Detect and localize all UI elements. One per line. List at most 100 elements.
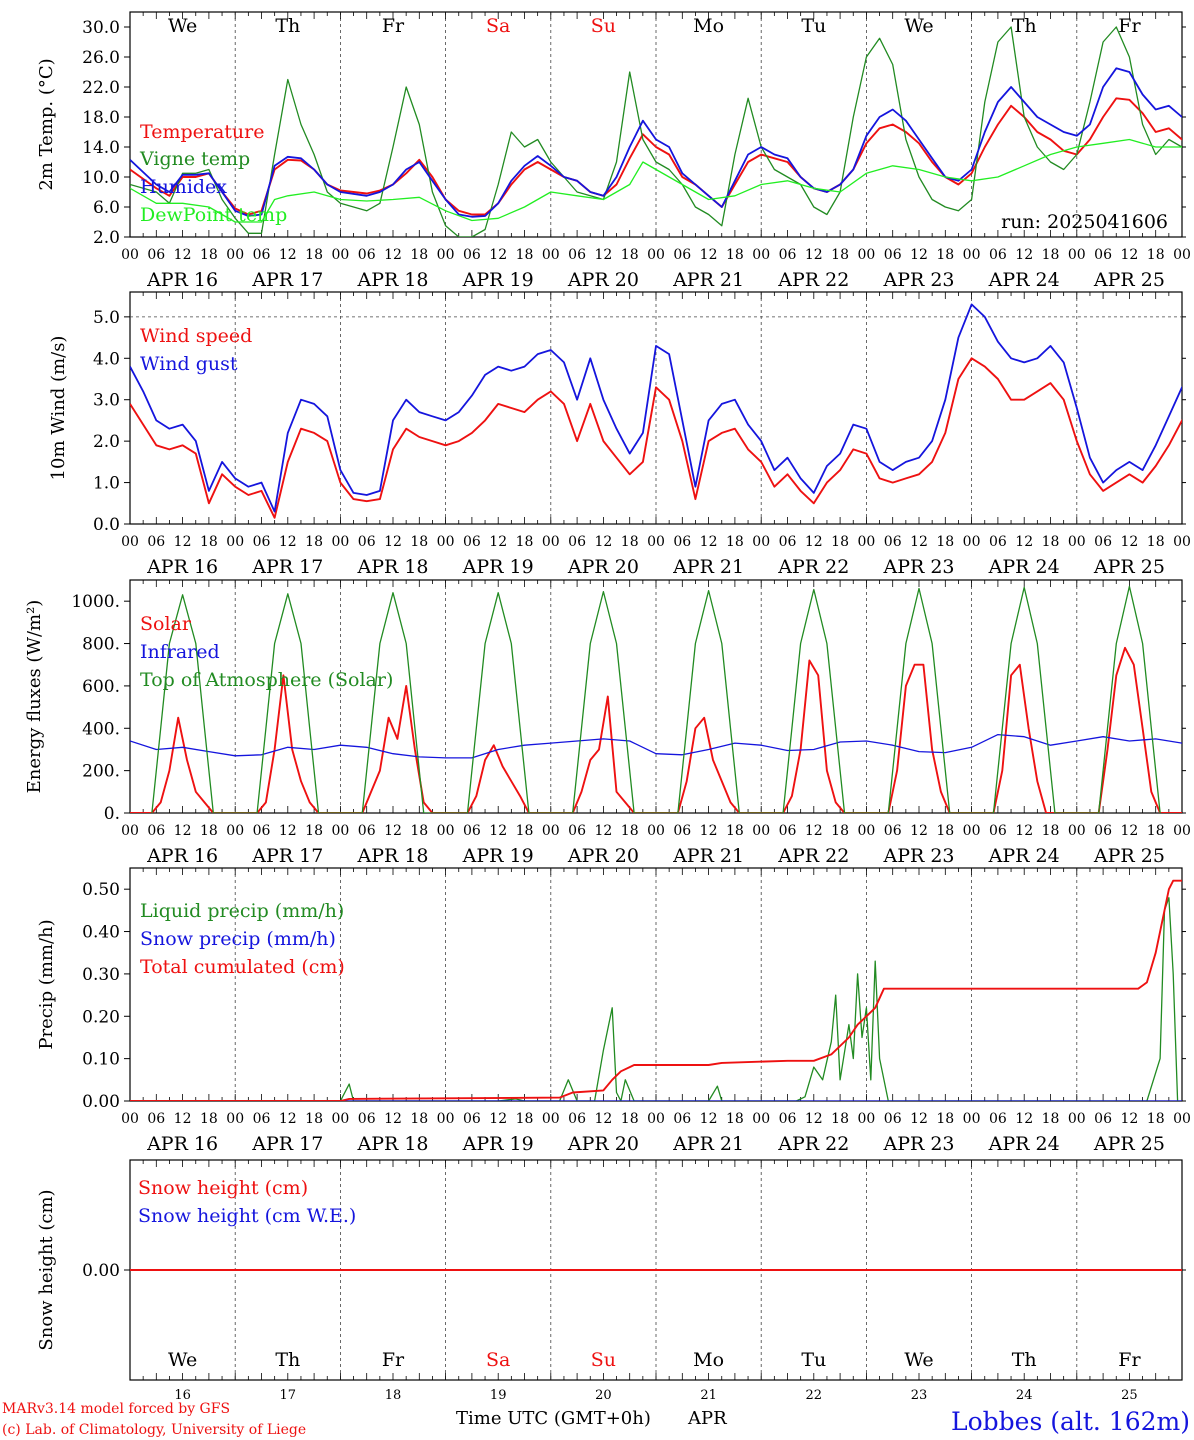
date-label: APR 16 (146, 556, 218, 578)
legend-entry: Wind speed (140, 325, 252, 347)
date-label: APR 16 (146, 1133, 218, 1155)
hour-tick-label: 06 (884, 247, 902, 263)
y-tick-label: 0.10 (82, 1050, 120, 1070)
hour-tick-label: 12 (279, 247, 297, 263)
hour-tick-label: 18 (200, 1111, 218, 1127)
hour-tick-label: 18 (621, 247, 639, 263)
hour-tick-label: 12 (700, 534, 718, 550)
y-tick-label: 1000. (71, 592, 120, 612)
hour-tick-label: 00 (121, 823, 139, 839)
run-label: run: 2025041606 (1001, 211, 1168, 233)
hour-tick-label: 06 (358, 1111, 376, 1127)
hour-tick-label: 12 (910, 247, 928, 263)
y-tick-label: 3.0 (93, 391, 120, 411)
hour-tick-label: 06 (463, 823, 481, 839)
y-tick-label: 0.00 (82, 1261, 120, 1281)
weekday-label: Fr (382, 1349, 405, 1371)
hour-tick-label: 00 (752, 534, 770, 550)
legend-entry: Infrared (140, 641, 220, 663)
hour-tick-label: 06 (673, 534, 691, 550)
hour-tick-label: 18 (516, 247, 534, 263)
weekday-label: Mo (693, 1349, 724, 1371)
hour-tick-label: 12 (174, 823, 192, 839)
hour-tick-label: 18 (831, 534, 849, 550)
hour-tick-label: 18 (516, 823, 534, 839)
legend-entry: Vigne temp (139, 148, 250, 170)
series-group (130, 26, 1182, 237)
y-axis-label: 10m Wind (m/s) (48, 336, 69, 481)
hour-tick-label: 06 (253, 823, 271, 839)
y-tick-label: 10.0 (82, 168, 120, 188)
hour-tick-label: 06 (989, 1111, 1007, 1127)
hour-tick-label: 00 (1173, 1111, 1191, 1127)
date-label: APR 21 (672, 1133, 744, 1155)
hour-tick-label: 12 (805, 534, 823, 550)
date-label: APR 25 (1093, 845, 1165, 867)
hour-tick-label: 18 (1147, 1111, 1165, 1127)
date-label: APR 17 (251, 269, 323, 291)
hour-tick-label: 06 (673, 823, 691, 839)
credit-line-1: MARv3.14 model forced by GFS (2, 1401, 230, 1417)
date-label: APR 20 (567, 845, 639, 867)
hour-tick-label: 00 (752, 247, 770, 263)
hour-tick-label: 12 (805, 1111, 823, 1127)
date-label: APR 21 (672, 556, 744, 578)
day-number-label: 23 (911, 1388, 928, 1403)
date-label: APR 23 (882, 1133, 954, 1155)
hour-tick-label: 12 (384, 1111, 402, 1127)
y-tick-label: 0.0 (93, 515, 120, 535)
hour-tick-label: 12 (594, 534, 612, 550)
y-tick-label: 800. (82, 635, 120, 655)
hour-tick-label: 06 (358, 823, 376, 839)
hour-tick-label: 00 (331, 247, 349, 263)
hour-tick-label: 00 (121, 534, 139, 550)
hour-tick-label: 18 (305, 823, 323, 839)
y-tick-label: 4.0 (93, 349, 120, 369)
hour-tick-label: 12 (1120, 247, 1138, 263)
weekday-label: Th (275, 15, 300, 37)
date-label: APR 21 (672, 269, 744, 291)
hour-tick-label: 06 (358, 247, 376, 263)
hour-tick-label: 18 (726, 1111, 744, 1127)
hour-tick-label: 18 (1147, 247, 1165, 263)
day-number-label: 25 (1121, 1388, 1138, 1403)
hour-tick-label: 12 (1120, 1111, 1138, 1127)
hour-tick-label: 00 (437, 534, 455, 550)
hour-tick-label: 12 (174, 534, 192, 550)
y-tick-label: 0.30 (82, 965, 120, 985)
hour-tick-label: 00 (1173, 823, 1191, 839)
day-number-label: 21 (700, 1388, 717, 1403)
hour-tick-label: 06 (884, 534, 902, 550)
day-number-label: 24 (1016, 1388, 1033, 1403)
hour-tick-label: 12 (594, 247, 612, 263)
legend-entry: Top of Atmosphere (Solar) (140, 669, 393, 691)
weekday-label: Su (591, 15, 616, 37)
hour-tick-label: 00 (1173, 247, 1191, 263)
hour-tick-label: 12 (910, 823, 928, 839)
date-label: APR 23 (882, 269, 954, 291)
hour-tick-label: 06 (463, 1111, 481, 1127)
hour-tick-label: 06 (989, 534, 1007, 550)
date-label: APR 24 (988, 845, 1060, 867)
panel-4: 0.00 0.10 0.20 0.30 0.40 0.50 Precip (mm/h) Liq… (36, 867, 1191, 1155)
hour-tick-label: 00 (857, 247, 875, 263)
hour-tick-label: 00 (226, 534, 244, 550)
hour-tick-label: 18 (936, 247, 954, 263)
date-label: APR 16 (146, 269, 218, 291)
hour-tick-label: 06 (779, 823, 797, 839)
hour-tick-label: 18 (516, 1111, 534, 1127)
hour-tick-label: 12 (700, 247, 718, 263)
hour-tick-label: 06 (884, 823, 902, 839)
legend-entry: Wind gust (140, 353, 238, 375)
legend-entry: Snow precip (mm/h) (140, 928, 336, 950)
weekday-label: We (904, 15, 933, 37)
hour-tick-label: 18 (936, 534, 954, 550)
hour-tick-label: 00 (1068, 534, 1086, 550)
series-line-top-of-atmosphere-solar (151, 585, 1161, 813)
y-axis-label: 2m Temp. (°C) (36, 58, 57, 190)
hour-tick-label: 06 (147, 534, 165, 550)
date-label: APR 25 (1093, 269, 1165, 291)
panel-5: 0.00 Snow height (cm) Snow height (cm) Snow… (36, 1159, 1186, 1381)
date-label: APR 22 (777, 845, 849, 867)
hour-tick-label: 18 (1042, 1111, 1060, 1127)
